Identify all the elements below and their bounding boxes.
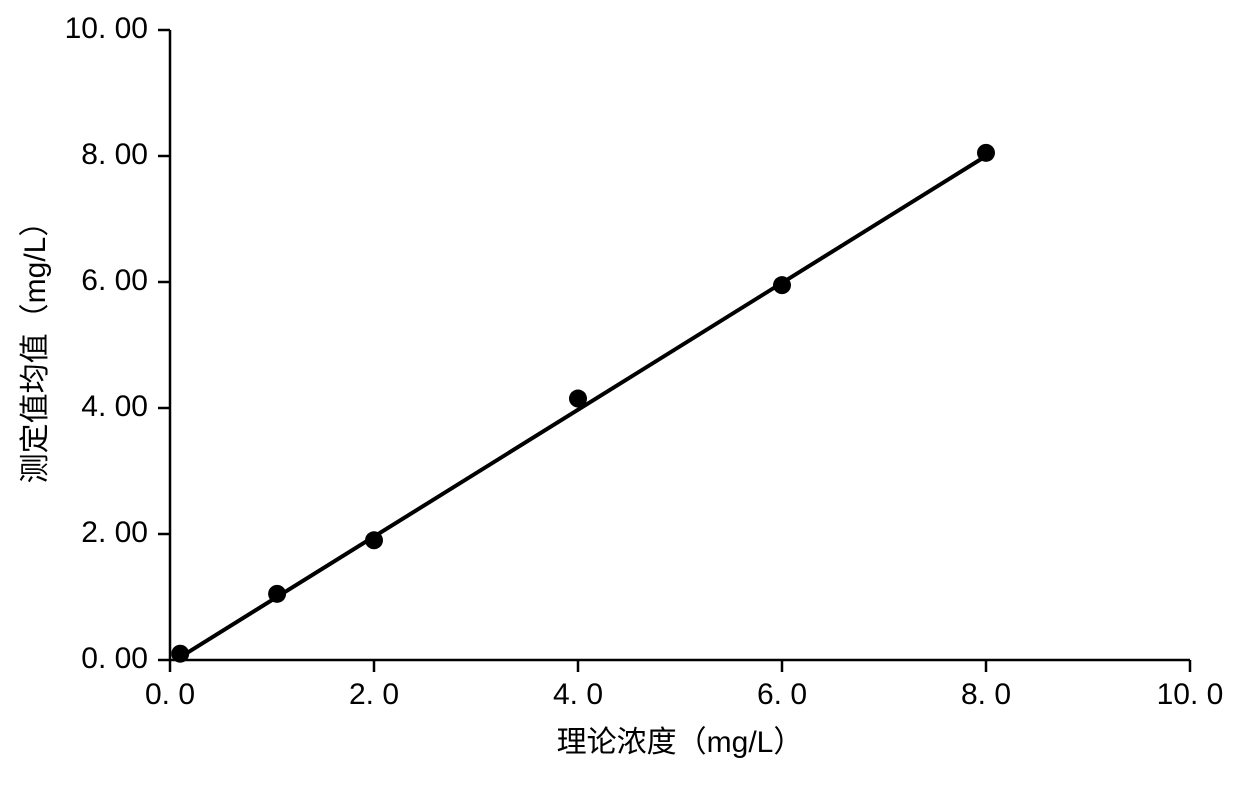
fit-line <box>180 156 986 657</box>
x-tick-label: 10. 0 <box>1157 678 1224 711</box>
y-tick-label: 0. 00 <box>81 642 148 675</box>
data-point <box>268 585 286 603</box>
x-tick-label: 0. 0 <box>145 678 195 711</box>
x-tick-label: 6. 0 <box>757 678 807 711</box>
data-point <box>365 531 383 549</box>
y-tick-label: 6. 00 <box>81 264 148 297</box>
y-tick-label: 10. 00 <box>65 12 148 45</box>
x-tick-label: 2. 0 <box>349 678 399 711</box>
scatter-chart: 0. 00 2. 00 4. 00 6. 00 8. 00 10. 00 0. 0 2. 0 4… <box>0 0 1240 807</box>
y-axis-label: 测定值均值（mg/L） <box>19 207 52 484</box>
x-tick-label: 8. 0 <box>961 678 1011 711</box>
y-tick-label: 2. 00 <box>81 516 148 549</box>
data-point <box>773 276 791 294</box>
y-tick-label: 8. 00 <box>81 138 148 171</box>
x-axis-label: 理论浓度（mg/L） <box>557 726 804 759</box>
y-tick-label: 4. 00 <box>81 390 148 423</box>
data-point <box>569 390 587 408</box>
x-tick-label: 4. 0 <box>553 678 603 711</box>
data-point <box>171 645 189 663</box>
data-point <box>977 144 995 162</box>
